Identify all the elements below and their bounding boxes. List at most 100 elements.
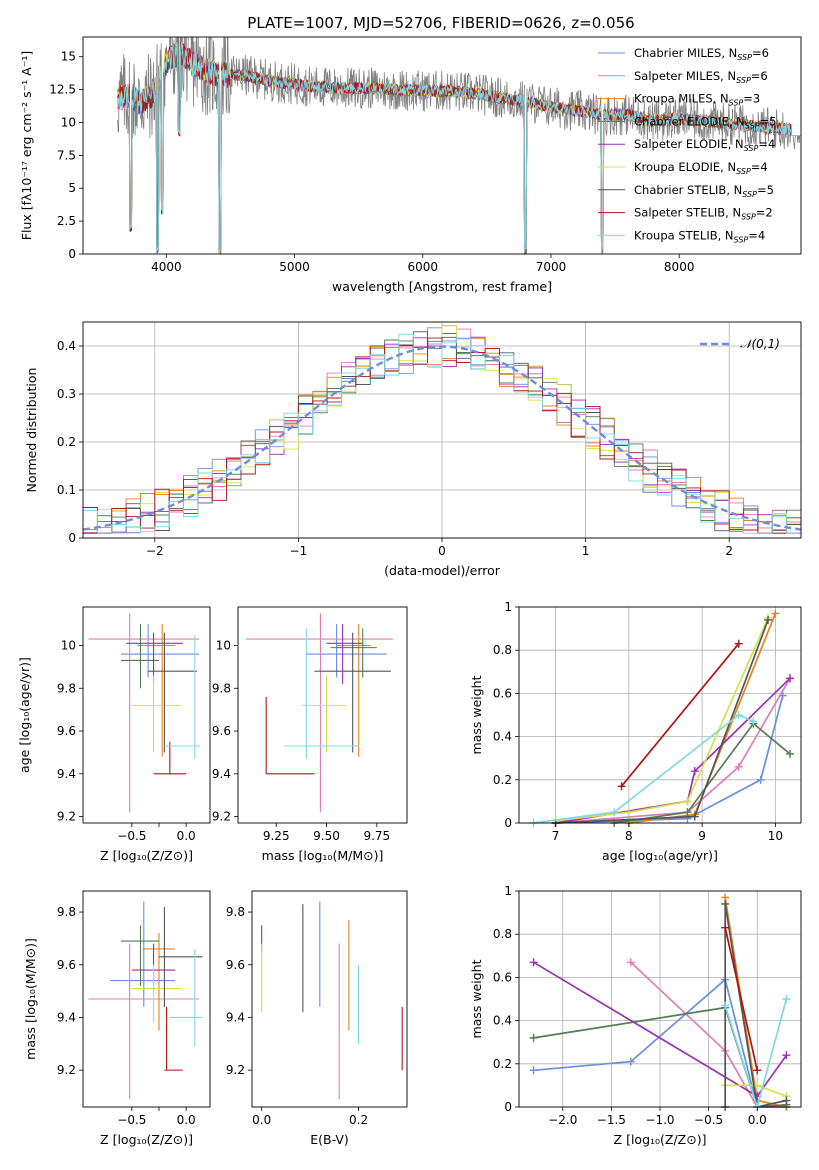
y-tick-label: 7.5 <box>57 148 76 162</box>
x-tick-label: −0.5 <box>694 1113 723 1127</box>
x-tick-label: 1 <box>582 544 590 558</box>
errorbar-salpeter-stelib <box>153 741 187 775</box>
y-tick-label: 0.2 <box>57 435 76 449</box>
panel-mass-vs-EBV: 0.0 0.2 9.2 9.4 9.6 9.8 E(B-V) <box>226 890 408 1147</box>
errorbar-kroupa-miles <box>336 624 371 757</box>
axes-frame <box>237 606 408 824</box>
y-tick-label: 9.8 <box>226 905 245 919</box>
y-tick-label: 9.4 <box>57 1010 76 1024</box>
x-tick-label: 7000 <box>536 260 567 274</box>
marker-kroupa-stelib <box>734 711 743 719</box>
marker-chabrier-stelib <box>764 615 773 624</box>
y-tick-label: 9.4 <box>212 767 231 781</box>
legend-label-kroupa-miles: Kroupa MILES, NSSP=3 <box>634 92 760 108</box>
x-tick-label: −1 <box>290 544 308 558</box>
axes-frame <box>518 606 802 824</box>
x-tick-label: 9.25 <box>263 829 290 843</box>
legend-label-chabrier-miles: Chabrier MILES, NSSP=6 <box>634 46 769 62</box>
y-tick-label: 9.6 <box>226 958 245 972</box>
marker-chabrier-stelib <box>721 899 730 908</box>
legend-label-salpeter-stelib: Salpeter STELIB, NSSP=2 <box>634 206 773 222</box>
marker-salpeter-miles <box>734 762 743 771</box>
y-tick-label: 10 <box>216 638 231 652</box>
errorbar-kroupa-elodie <box>131 675 181 753</box>
y-tick-label: 12.5 <box>49 83 76 97</box>
x-tick-label: 2 <box>725 544 733 558</box>
axes-frame <box>82 890 211 1108</box>
marker-chabrier-miles <box>626 1057 635 1066</box>
series-line-kroupa-stelib <box>533 714 754 824</box>
y-tick-label: 9.4 <box>57 767 76 781</box>
y-tick-label: 9.2 <box>212 810 231 824</box>
legend-label-salpeter-miles: Salpeter MILES, NSSP=6 <box>634 69 768 85</box>
marker-chabrier-stelib <box>782 1096 791 1105</box>
marker-salpeter-elodie <box>690 767 699 776</box>
y-tick-label: 9.6 <box>57 958 76 972</box>
errorbar-kroupa-stelib <box>169 948 203 1047</box>
y-axis-label: Normed distribution <box>24 368 39 493</box>
y-tick-label: 9.6 <box>57 724 76 738</box>
errorbar-kroupa-stelib <box>164 634 201 759</box>
y-tick-label: 2.5 <box>57 214 76 228</box>
y-tick-label: 0.6 <box>493 970 512 984</box>
y-tick-label: 9.4 <box>226 1010 245 1024</box>
marker-salpeter-miles <box>626 958 635 967</box>
x-axis-label: wavelength [Angstrom, rest frame] <box>332 279 552 294</box>
x-tick-label: 9 <box>698 829 706 843</box>
marker-salpeter-elodie <box>782 1051 791 1060</box>
x-tick-label: 8 <box>625 829 633 843</box>
series-line-salpeter-stelib <box>724 927 759 1071</box>
errorbar-chabrier-stelib <box>158 906 203 1007</box>
y-tick-label: 0.8 <box>493 643 512 657</box>
series-line-salpeter-miles <box>555 677 791 824</box>
errorbar-chabrier-elodie <box>120 925 159 986</box>
plot-area <box>246 613 393 813</box>
errorbar-chabrier-elodie <box>120 624 159 689</box>
y-tick-label: 0.4 <box>493 730 512 744</box>
marker-salpeter-elodie <box>786 674 795 683</box>
legend-label-chabrier-elodie: Chabrier ELODIE, NSSP=5 <box>634 114 776 130</box>
panel-mass-vs-Z: −0.5 0.0 9.2 9.4 9.6 9.8 Z [log₁₀(Z/Z⊙)] mass [… <box>23 890 211 1147</box>
marker-salpeter-stelib <box>617 782 626 791</box>
x-tick-label: −0.5 <box>117 1113 146 1127</box>
y-axis-label: mass weight <box>469 959 484 1038</box>
x-tick-label: 0.0 <box>252 1113 271 1127</box>
x-tick-label: −2 <box>146 544 164 558</box>
errorbar-kroupa-miles <box>137 624 176 757</box>
plot-area <box>117 37 801 254</box>
plot-area <box>88 901 203 1100</box>
y-tick-label: 9.8 <box>212 681 231 695</box>
marker-chabrier-elodie <box>786 749 795 758</box>
plot-area <box>529 893 791 1111</box>
plot-area <box>82 325 802 534</box>
axes-frame <box>518 890 802 1108</box>
y-tick-label: 10 <box>61 638 76 652</box>
errorbar-chabrier-miles <box>306 624 387 678</box>
legend-label-salpeter-elodie: Salpeter ELODIE, NSSP=4 <box>634 137 775 153</box>
marker-chabrier-miles <box>529 1066 538 1075</box>
x-tick-label: 9.50 <box>313 829 340 843</box>
errorbar-salpeter-miles <box>88 613 200 813</box>
x-axis-label: Z [log₁₀(Z/Z⊙)] <box>100 1132 193 1147</box>
errorbar-salpeter-miles <box>246 613 393 813</box>
series-line-kroupa-elodie <box>555 617 769 822</box>
x-tick-label: 7 <box>552 829 560 843</box>
y-tick-label: 15 <box>61 50 76 64</box>
errorbar-salpeter-elodie <box>126 632 183 684</box>
marker-salpeter-stelib <box>753 1066 762 1075</box>
x-tick-label: −1.5 <box>597 1113 626 1127</box>
series-line-salpeter-elodie <box>555 677 791 824</box>
y-tick-label: 0.6 <box>493 686 512 700</box>
x-axis-label: Z [log₁₀(Z/Z⊙)] <box>614 1132 707 1147</box>
y-axis-label: mass [log₁₀(M/M⊙)] <box>23 938 38 1060</box>
y-tick-label: 0.3 <box>57 387 76 401</box>
model-line-kroupa-stelib <box>117 41 801 254</box>
errorbar-chabrier-stelib <box>148 632 197 753</box>
y-tick-label: 1 <box>504 884 512 898</box>
y-tick-label: 0.2 <box>493 773 512 787</box>
x-tick-label: 0.2 <box>349 1113 368 1127</box>
marker-chabrier-elodie <box>683 808 692 817</box>
marker-kroupa-elodie <box>683 797 692 806</box>
errorbar-salpeter-stelib <box>265 696 315 775</box>
marker-salpeter-elodie <box>529 958 538 967</box>
